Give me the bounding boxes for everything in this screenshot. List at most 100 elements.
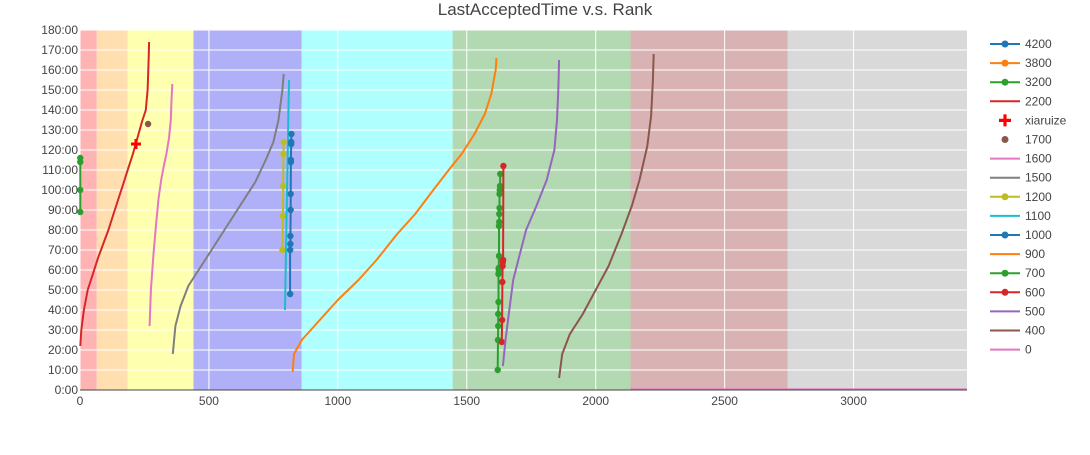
data-point-600 (499, 278, 506, 286)
legend-swatch-marker (999, 114, 1012, 127)
legend-item-3800[interactable]: 3800 (990, 56, 1052, 70)
y-tick-label: 180:00 (41, 23, 78, 37)
data-point-3200 (77, 208, 84, 216)
y-tick-label: 100:00 (41, 183, 78, 197)
legend-label: 600 (1025, 285, 1045, 299)
x-tick-label: 2500 (711, 394, 738, 408)
data-point-1200 (280, 138, 287, 146)
data-point-1000 (286, 290, 294, 298)
x-tick-label: 0 (77, 394, 84, 408)
legend-swatch-marker (1001, 269, 1009, 277)
legend-swatch-marker (1001, 59, 1009, 67)
series-line-1600 (148, 83, 174, 327)
data-point-3200 (77, 154, 84, 162)
legend-item-1500[interactable]: 1500 (990, 171, 1052, 185)
data-point-700 (496, 218, 503, 226)
series-line-1100 (284, 79, 291, 311)
data-point-700 (497, 170, 504, 178)
x-tick-label: 1500 (453, 394, 480, 408)
legend-item-400[interactable]: 400 (990, 324, 1045, 338)
data-point-600 (499, 256, 507, 264)
series-3200 (77, 154, 84, 216)
legend-label: 400 (1025, 324, 1045, 338)
x-tick-label: 500 (199, 394, 219, 408)
y-tick-label: 150:00 (41, 83, 78, 97)
data-point-600 (498, 338, 506, 346)
y-tick-label: 160:00 (41, 63, 78, 77)
series-2200 (79, 41, 151, 347)
data-point-700 (495, 310, 502, 318)
legend-label: 2200 (1025, 94, 1052, 108)
legend-label: xiaruize (1025, 113, 1067, 127)
legend-item-1200[interactable]: 1200 (990, 190, 1052, 204)
legend-label: 1000 (1025, 228, 1052, 242)
legend-label: 700 (1025, 266, 1045, 280)
legend-label: 3200 (1025, 75, 1052, 89)
data-point-700 (496, 182, 504, 190)
data-point-1200 (279, 182, 287, 190)
data-point-1000 (287, 190, 294, 198)
legend-label: 1200 (1025, 190, 1052, 204)
series-1700 (144, 120, 152, 128)
legend-item-1100[interactable]: 1100 (990, 209, 1051, 223)
legend-item-xiaruize[interactable]: xiaruize (999, 113, 1067, 127)
legend-swatch-marker (1001, 78, 1009, 86)
y-tick-label: 140:00 (41, 103, 78, 117)
y-tick-label: 90:00 (48, 203, 78, 217)
data-point-1000 (287, 156, 295, 164)
y-tick-label: 10:00 (48, 363, 78, 377)
legend-item-500[interactable]: 500 (990, 304, 1045, 318)
data-point-1000 (287, 232, 294, 240)
legend-label: 1600 (1025, 152, 1052, 166)
y-tick-label: 0:00 (55, 383, 79, 397)
data-point-700 (495, 322, 502, 330)
legend-item-700[interactable]: 700 (990, 266, 1045, 280)
series-600 (498, 162, 507, 346)
legend-swatch-marker (1001, 193, 1009, 201)
series-layer (77, 41, 967, 391)
series-line-1200 (281, 141, 285, 251)
data-point-3200 (77, 186, 84, 194)
data-point-1200 (280, 150, 287, 158)
legend-label: 1500 (1025, 171, 1052, 185)
legend-item-2200[interactable]: 2200 (990, 94, 1052, 108)
y-tick-label: 70:00 (48, 243, 78, 257)
legend-label: 3800 (1025, 56, 1052, 70)
legend-item-1000[interactable]: 1000 (990, 228, 1052, 242)
x-tick-label: 2000 (582, 394, 609, 408)
legend-item-0[interactable]: 0 (990, 343, 1032, 357)
legend-item-900[interactable]: 900 (990, 247, 1045, 261)
data-point-1200 (279, 246, 286, 254)
y-tick-label: 110:00 (42, 163, 78, 177)
series-700 (494, 170, 504, 374)
legend-swatch-marker (1001, 231, 1009, 239)
legend-label: 1700 (1025, 133, 1052, 147)
legend-item-3200[interactable]: 3200 (990, 75, 1052, 89)
data-point-1700 (144, 120, 152, 128)
data-point-600 (500, 162, 507, 170)
data-point-600 (498, 316, 506, 324)
y-tick-label: 120:00 (41, 143, 78, 157)
series-xiaruize (130, 139, 141, 149)
y-tick-label: 30:00 (48, 323, 78, 337)
series-1100 (284, 79, 291, 311)
series-line-400 (558, 53, 655, 379)
legend-swatch-marker (1001, 40, 1009, 48)
legend-item-600[interactable]: 600 (990, 285, 1045, 299)
legend-item-1600[interactable]: 1600 (990, 152, 1052, 166)
data-point-700 (496, 210, 503, 218)
legend-swatch-marker (1001, 136, 1009, 143)
legend-item-1700[interactable]: 1700 (1001, 133, 1053, 147)
y-tick-label: 20:00 (48, 343, 78, 357)
y-tick-label: 80:00 (48, 223, 78, 237)
legend-label: 0 (1025, 343, 1032, 357)
legend-item-4200[interactable]: 4200 (990, 37, 1052, 51)
legend[interactable]: 4200 3800 3200 2200 xiaruize 1700 1600 1500 1200… (990, 37, 1067, 357)
series-900 (291, 57, 498, 373)
y-tick-label: 40:00 (48, 303, 78, 317)
legend-label: 900 (1025, 247, 1045, 261)
series-500 (501, 59, 561, 367)
y-tick-label: 50:00 (48, 283, 78, 297)
